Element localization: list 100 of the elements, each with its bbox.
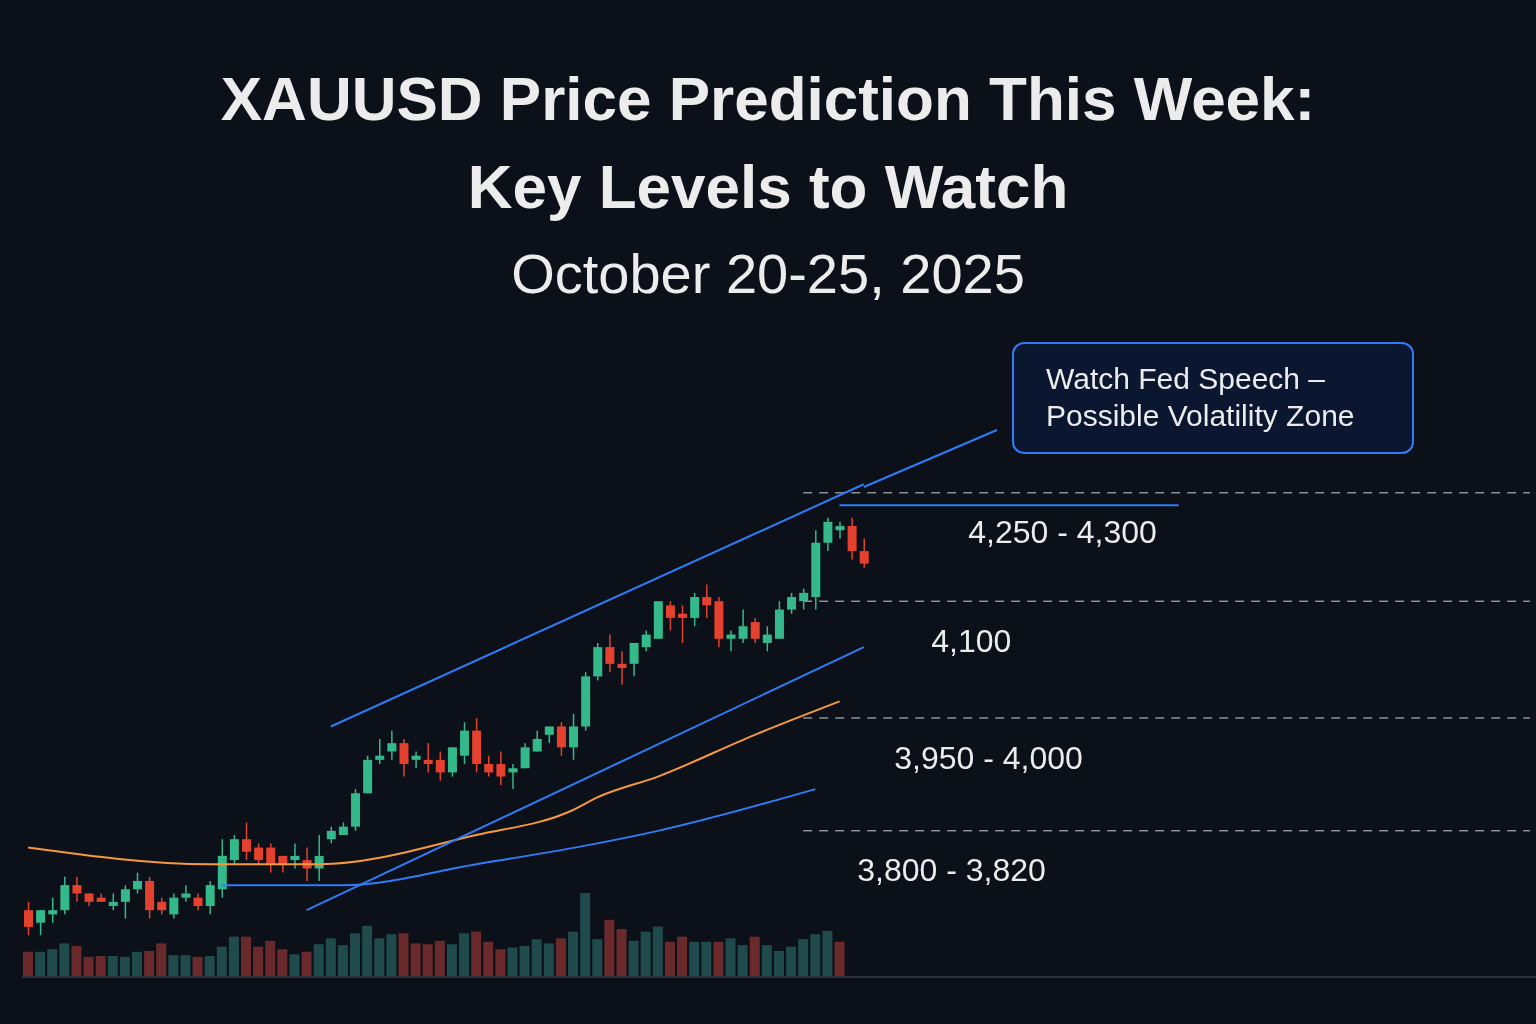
bar xyxy=(362,925,373,977)
candlestick xyxy=(726,629,736,653)
bar xyxy=(23,951,33,977)
bar xyxy=(519,945,530,977)
bar xyxy=(422,944,433,977)
bar xyxy=(761,945,772,977)
bar xyxy=(95,956,106,977)
bar xyxy=(410,943,421,977)
candlestick xyxy=(520,742,530,769)
bar xyxy=(71,945,82,977)
bar xyxy=(434,940,445,977)
bar xyxy=(192,956,203,977)
bar xyxy=(241,936,252,977)
candlestick xyxy=(181,884,191,903)
annotation: 3,800 - 3,820 xyxy=(857,852,1046,889)
bar xyxy=(83,956,94,977)
bar xyxy=(749,936,760,977)
bar xyxy=(132,951,143,977)
bar xyxy=(107,956,118,977)
bar xyxy=(301,951,312,977)
bar xyxy=(543,943,554,977)
bar xyxy=(459,933,470,977)
bar xyxy=(773,950,784,977)
bar xyxy=(786,946,797,977)
candlestick xyxy=(229,834,239,866)
bar xyxy=(156,943,167,977)
candlestick xyxy=(423,742,433,774)
bar xyxy=(555,938,566,977)
bar xyxy=(568,931,579,977)
candlestick xyxy=(120,884,130,920)
bar xyxy=(228,936,239,977)
bar xyxy=(325,938,336,977)
candlestick xyxy=(605,633,615,673)
bar xyxy=(144,950,155,977)
candlestick xyxy=(859,537,869,569)
candlestick xyxy=(508,763,518,790)
bar xyxy=(398,933,409,977)
bar xyxy=(592,939,603,977)
candlestick xyxy=(690,592,700,627)
candlestick xyxy=(750,617,760,644)
candlestick xyxy=(411,750,421,769)
candlestick xyxy=(665,600,675,632)
bar xyxy=(289,954,300,977)
bar xyxy=(677,936,688,977)
candlestick xyxy=(375,738,385,765)
bar xyxy=(119,956,130,977)
candlestick xyxy=(242,821,252,861)
candlestick xyxy=(266,842,276,874)
bar xyxy=(374,938,385,977)
bar xyxy=(277,949,288,977)
bar xyxy=(725,938,736,977)
bar xyxy=(531,939,542,977)
bar xyxy=(265,940,276,977)
bar xyxy=(35,951,46,977)
bar xyxy=(580,893,591,977)
candlestick xyxy=(205,880,215,916)
chart-title: XAUUSD Price Prediction This Week: Key Levels to Watch xyxy=(219,63,1317,223)
bar xyxy=(59,943,70,977)
bar xyxy=(713,941,724,977)
candlestick xyxy=(133,871,143,895)
candlestick xyxy=(387,729,397,761)
bar xyxy=(483,941,494,977)
bar xyxy=(834,941,845,977)
candlestick xyxy=(617,650,627,686)
bar xyxy=(507,947,518,977)
bar xyxy=(604,919,615,977)
bar xyxy=(337,945,348,977)
candlestick xyxy=(738,608,748,644)
candlestick xyxy=(678,604,688,644)
bar xyxy=(810,934,821,977)
annotation: 4,250 - 4,300 xyxy=(968,514,1157,551)
candlestick xyxy=(24,901,33,936)
bar xyxy=(495,949,506,977)
bar xyxy=(689,941,700,977)
bar xyxy=(737,945,748,977)
bar xyxy=(798,939,809,977)
bar xyxy=(701,941,712,977)
bar xyxy=(350,933,361,977)
candlestick xyxy=(569,713,579,761)
candlestick xyxy=(435,750,445,782)
bar xyxy=(253,946,264,977)
candlestick xyxy=(290,842,300,870)
bar xyxy=(204,956,215,977)
candlestick xyxy=(835,521,845,540)
candlestick xyxy=(399,738,409,778)
bar xyxy=(446,944,457,977)
candlestick xyxy=(48,896,58,924)
bar xyxy=(652,926,663,977)
candlestick xyxy=(823,516,833,552)
candlestick xyxy=(496,750,506,786)
bar xyxy=(822,930,833,977)
candlestick xyxy=(641,629,651,653)
candlestick xyxy=(556,721,566,757)
bar xyxy=(386,934,397,977)
candlestick xyxy=(254,842,264,866)
candlestick xyxy=(36,909,46,936)
candlestick xyxy=(484,754,494,778)
candlestick xyxy=(787,592,797,615)
bar xyxy=(168,955,179,977)
bar xyxy=(180,955,191,977)
